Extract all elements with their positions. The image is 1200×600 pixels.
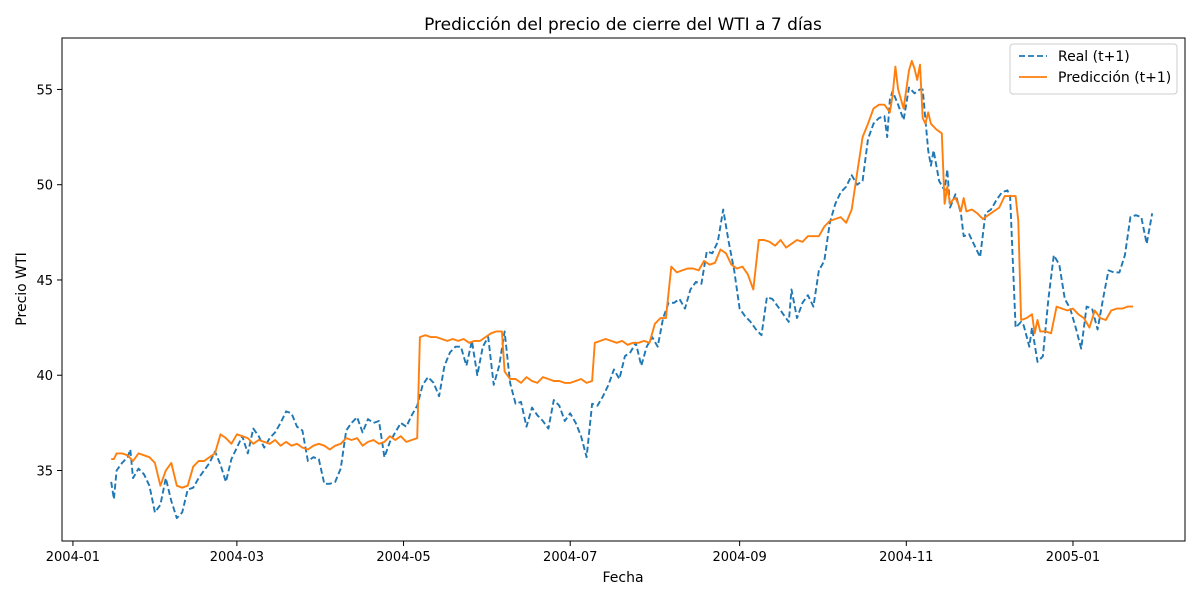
x-tick-label: 2004-07 bbox=[543, 550, 597, 565]
x-tick-label: 2004-09 bbox=[712, 550, 766, 565]
x-tick-label: 2004-01 bbox=[46, 550, 100, 565]
legend-box bbox=[1009, 43, 1178, 95]
y-tick-label: 40 bbox=[36, 369, 53, 384]
x-axis-label: Fecha bbox=[602, 570, 643, 586]
series-line-prediccion bbox=[111, 59, 1134, 489]
legend: Real (t+1) Predicción (t+1) bbox=[1009, 43, 1178, 95]
y-tick-label: 45 bbox=[36, 274, 53, 289]
chart-title: Predicción del precio de cierre del WTI … bbox=[424, 15, 822, 35]
y-axis: 35 40 45 50 55 bbox=[36, 83, 62, 480]
legend-label-prediccion: Predicción (t+1) bbox=[1058, 70, 1171, 86]
plot-area bbox=[110, 59, 1154, 520]
legend-label-real: Real (t+1) bbox=[1058, 49, 1130, 65]
plot-frame bbox=[61, 37, 1186, 542]
y-axis-label: Precio WTI bbox=[14, 252, 30, 325]
x-tick-label: 2004-03 bbox=[210, 550, 264, 565]
x-tick-label: 2004-11 bbox=[879, 550, 933, 565]
x-tick-label: 2005-01 bbox=[1046, 550, 1100, 565]
y-tick-label: 35 bbox=[36, 465, 53, 480]
y-tick-label: 50 bbox=[36, 179, 53, 194]
y-tick-label: 55 bbox=[36, 83, 53, 98]
series-line-real bbox=[110, 86, 1154, 520]
x-tick-label: 2004-05 bbox=[376, 550, 430, 565]
x-axis: 2004-01 2004-03 2004-05 2004-07 2004-09 2004-… bbox=[46, 541, 1100, 565]
